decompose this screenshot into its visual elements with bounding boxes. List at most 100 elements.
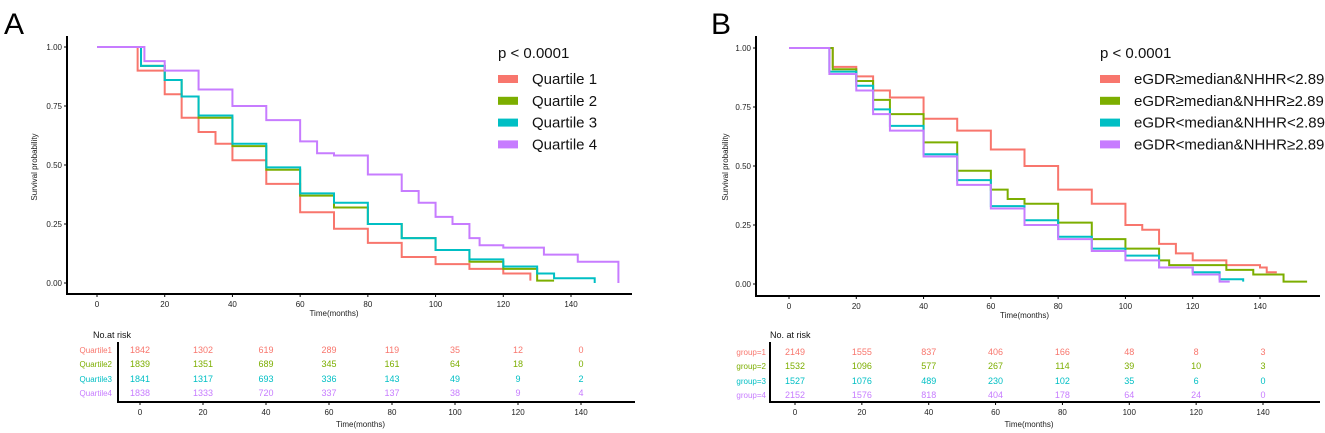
- risk-count: 1576: [852, 390, 872, 400]
- risk-count: 166: [1055, 347, 1070, 357]
- x-tick-label: 80: [363, 300, 372, 309]
- risk-count: 720: [258, 388, 273, 398]
- legend-swatch: [1100, 118, 1120, 127]
- risk-count: 1839: [130, 359, 150, 369]
- risk-count: 0: [1260, 390, 1265, 400]
- risk-table-title: No.at risk: [93, 330, 132, 340]
- risk-count: 3: [1260, 361, 1265, 371]
- risk-count: 289: [321, 345, 336, 355]
- x-tick-label: 60: [986, 302, 995, 311]
- legend-swatch: [498, 118, 518, 127]
- risk-count: 406: [988, 347, 1003, 357]
- risk-row-label: group=4: [736, 391, 766, 400]
- risk-count: 577: [921, 361, 936, 371]
- risk-count: 0: [578, 359, 583, 369]
- x-tick-label: 120: [1186, 302, 1200, 311]
- risk-x-tick-label: 80: [1058, 408, 1067, 417]
- legend-label: Quartile 1: [532, 71, 597, 88]
- risk-count: 1333: [193, 388, 213, 398]
- risk-x-tick-label: 20: [857, 408, 866, 417]
- risk-count: 837: [921, 347, 936, 357]
- legend-label: eGDR≥median&NHHR<2.89: [1134, 71, 1324, 88]
- risk-count: 818: [921, 390, 936, 400]
- risk-x-tick-label: 0: [793, 408, 798, 417]
- x-tick-label: 20: [160, 300, 169, 309]
- risk-count: 35: [450, 345, 460, 355]
- risk-x-tick-label: 140: [1256, 408, 1270, 417]
- legend-swatch: [498, 75, 518, 83]
- risk-row-label: Quartile4: [80, 389, 113, 398]
- risk-count: 404: [988, 390, 1003, 400]
- risk-count: 1838: [130, 388, 150, 398]
- risk-count: 619: [258, 345, 273, 355]
- legend-label: Quartile 2: [532, 93, 597, 110]
- y-axis-title: Survival probability: [721, 133, 730, 200]
- risk-count: 345: [321, 359, 336, 369]
- y-tick-label: 0.25: [735, 221, 751, 230]
- legend-swatch: [498, 140, 518, 149]
- risk-count: 0: [578, 345, 583, 355]
- risk-x-tick-label: 120: [1189, 408, 1203, 417]
- legend-swatch: [1100, 96, 1120, 105]
- risk-count: 10: [1191, 361, 1201, 371]
- risk-x-tick-label: 80: [388, 408, 397, 417]
- risk-x-tick-label: 140: [574, 408, 588, 417]
- x-tick-label: 20: [852, 302, 861, 311]
- panel-label: A: [4, 8, 24, 41]
- y-tick-label: 0.75: [46, 102, 62, 111]
- risk-count: 336: [321, 374, 336, 384]
- x-axis-title: Time(months): [1000, 311, 1049, 320]
- legend-label: eGDR<median&NHHR≥2.89: [1134, 136, 1324, 153]
- panel-label: B: [711, 8, 731, 41]
- risk-count: 114: [1055, 361, 1069, 371]
- risk-count: 3: [1260, 347, 1265, 357]
- x-tick-label: 0: [95, 300, 100, 309]
- legend-label: eGDR≥median&NHHR≥2.89: [1134, 93, 1324, 110]
- y-tick-label: 1.00: [735, 44, 751, 53]
- risk-count: 1351: [193, 359, 213, 369]
- y-tick-label: 0.00: [735, 280, 751, 289]
- x-tick-label: 40: [919, 302, 928, 311]
- risk-count: 1842: [130, 345, 150, 355]
- x-tick-label: 0: [787, 302, 792, 311]
- risk-count: 38: [450, 388, 460, 398]
- risk-x-tick-label: 40: [924, 408, 933, 417]
- risk-count: 39: [1124, 361, 1134, 371]
- y-tick-label: 0.75: [735, 103, 751, 112]
- legend-swatch: [1100, 140, 1120, 149]
- risk-count: 64: [1124, 390, 1134, 400]
- risk-count: 2149: [785, 347, 805, 357]
- risk-row-label: Quartile3: [80, 375, 113, 384]
- risk-x-tick-label: 100: [448, 408, 462, 417]
- legend-label: Quartile 3: [532, 115, 597, 132]
- risk-count: 8: [1194, 347, 1199, 357]
- risk-count: 1532: [785, 361, 805, 371]
- p-value-label: p < 0.0001: [498, 45, 569, 62]
- risk-count: 689: [258, 359, 273, 369]
- risk-count: 1555: [852, 347, 872, 357]
- risk-x-tick-label: 100: [1123, 408, 1137, 417]
- risk-count: 9: [515, 388, 520, 398]
- risk-count: 1096: [852, 361, 872, 371]
- risk-row-label: Quartile1: [80, 346, 113, 355]
- risk-count: 1841: [130, 374, 150, 384]
- legend-swatch: [1100, 75, 1120, 83]
- survival-curve-1: [97, 46, 532, 281]
- risk-count: 230: [988, 376, 1003, 386]
- risk-count: 35: [1124, 376, 1134, 386]
- risk-x-tick-label: 60: [991, 408, 1000, 417]
- risk-x-tick-label: 60: [325, 408, 334, 417]
- risk-count: 1527: [785, 376, 805, 386]
- y-tick-label: 0.00: [46, 279, 62, 288]
- risk-count: 0: [1260, 376, 1265, 386]
- legend-swatch: [498, 96, 518, 105]
- y-tick-label: 1.00: [46, 43, 62, 52]
- risk-x-tick-label: 40: [262, 408, 271, 417]
- risk-count: 161: [384, 359, 399, 369]
- risk-row-label: group=1: [736, 348, 766, 357]
- survival-curve-4: [97, 46, 620, 283]
- x-tick-label: 120: [497, 300, 511, 309]
- risk-x-tick-label: 120: [511, 408, 525, 417]
- risk-count: 143: [384, 374, 399, 384]
- risk-count: 267: [988, 361, 1003, 371]
